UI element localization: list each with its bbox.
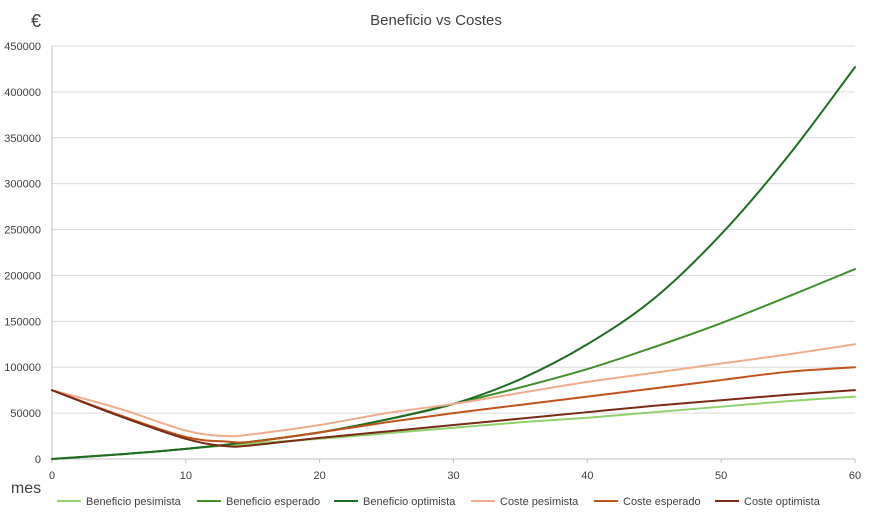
series-line-coste-pesimista — [51, 343, 856, 438]
grid-lines — [52, 45, 855, 414]
y-tick-label: 350000 — [4, 133, 41, 145]
x-axis-label: mes — [11, 480, 41, 497]
series-line-coste-optimista — [51, 389, 856, 448]
legend-label-beneficio-pesimista: Beneficio pesimista — [86, 496, 182, 508]
x-tick-label: 0 — [49, 470, 55, 482]
legend-label-beneficio-esperado: Beneficio esperado — [226, 496, 320, 508]
y-tick-label: 400000 — [4, 87, 41, 99]
y-axis-label: € — [31, 11, 41, 31]
x-tick-label: 30 — [447, 470, 459, 482]
series-line-beneficio-optimista — [51, 66, 856, 460]
x-tick-label: 20 — [314, 470, 326, 482]
legend: Beneficio pesimista Beneficio esperado Ben… — [57, 496, 821, 508]
legend-label-coste-optimista: Coste optimista — [744, 496, 821, 508]
series-line-beneficio-esperado — [51, 268, 856, 460]
chart-title: Beneficio vs Costes — [370, 12, 502, 29]
legend-label-coste-pesimista: Coste pesimista — [500, 496, 579, 508]
y-tick-label: 50000 — [10, 408, 41, 420]
y-tick-label: 450000 — [4, 41, 41, 53]
y-tick-label: 0 — [35, 454, 41, 466]
series-lines — [51, 66, 856, 460]
y-tick-label: 200000 — [4, 270, 41, 282]
series-line-coste-esperado — [51, 366, 856, 444]
y-tick-label: 150000 — [4, 316, 41, 328]
x-tick-label: 60 — [849, 470, 861, 482]
x-tick-label: 40 — [581, 470, 593, 482]
y-tick-label: 250000 — [4, 225, 41, 237]
y-tick-label: 100000 — [4, 362, 41, 374]
x-tick-label: 50 — [715, 470, 727, 482]
x-tick-label: 10 — [180, 470, 192, 482]
axes: 0 50000 100000 150000 200000 250000 300000 3500… — [4, 41, 861, 482]
legend-label-beneficio-optimista: Beneficio optimista — [363, 496, 456, 508]
y-tick-label: 300000 — [4, 179, 41, 191]
legend-label-coste-esperado: Coste esperado — [623, 496, 701, 508]
